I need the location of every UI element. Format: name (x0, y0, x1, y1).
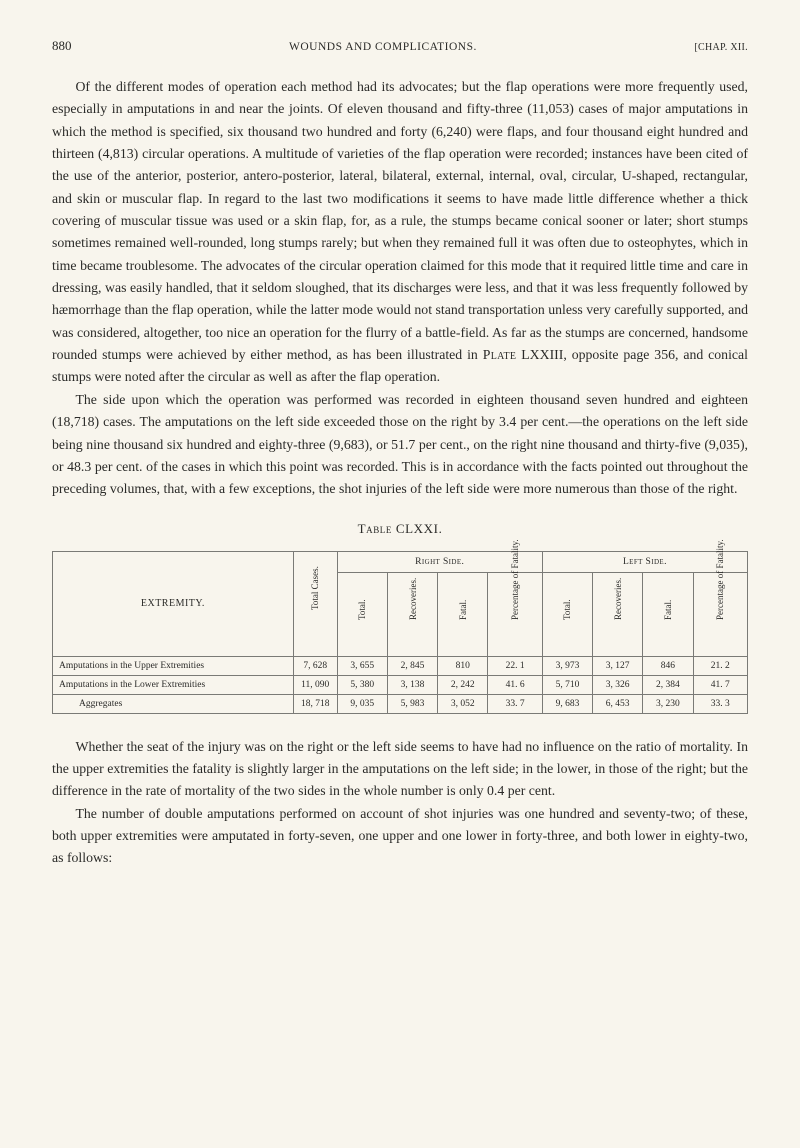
cell: 3, 127 (593, 656, 643, 675)
cell: 3, 973 (542, 656, 592, 675)
col-l-total: Total. (542, 572, 592, 656)
cell: 6, 453 (593, 694, 643, 713)
cell: 7, 628 (293, 656, 337, 675)
table-title: Table CLXXI. (52, 521, 748, 537)
cell: 9, 683 (542, 694, 592, 713)
cell: 33. 3 (693, 694, 747, 713)
running-head: WOUNDS AND COMPLICATIONS. (289, 41, 477, 53)
cell: 5, 710 (542, 675, 592, 694)
page-number: 880 (52, 38, 72, 54)
plate-ref: Plate (483, 347, 517, 362)
cell-label: Amputations in the Upper Extremities (53, 656, 294, 675)
cell: 3, 230 (643, 694, 693, 713)
col-l-fat: Fatal. (643, 572, 693, 656)
paragraph-2: The side upon which the operation was pe… (52, 389, 748, 501)
label: Recoveries. (613, 608, 623, 620)
cell: 22. 1 (488, 656, 542, 675)
col-total-cases-label: Total Cases. (310, 598, 320, 610)
label: Percentage of Fatality. (715, 608, 725, 620)
label: Percentage of Fatality. (510, 608, 520, 620)
cell: 3, 138 (387, 675, 437, 694)
cell: 5, 380 (337, 675, 387, 694)
col-r-pct: Percentage of Fatality. (488, 572, 542, 656)
cell-label: Aggregates (53, 694, 294, 713)
label: Recoveries. (408, 608, 418, 620)
plate-num: LXXIII, (516, 347, 571, 362)
paragraph-1: Of the different modes of operation each… (52, 76, 748, 389)
cell: 41. 6 (488, 675, 542, 694)
running-header: 880 WOUNDS AND COMPLICATIONS. [CHAP. XII… (52, 38, 748, 54)
cell: 18, 718 (293, 694, 337, 713)
table-header-row-1: EXTREMITY. Total Cases. Right Side. Left… (53, 551, 748, 572)
cell: 3, 655 (337, 656, 387, 675)
table-row-aggregate: Aggregates 18, 718 9, 035 5, 983 3, 052 … (53, 694, 748, 713)
cell: 2, 242 (438, 675, 488, 694)
cell: 2, 384 (643, 675, 693, 694)
paragraph-4: The number of double amputations perform… (52, 803, 748, 870)
label: Total. (562, 608, 572, 620)
body-text: Of the different modes of operation each… (52, 76, 748, 501)
cell: 5, 983 (387, 694, 437, 713)
cell: 11, 090 (293, 675, 337, 694)
cell: 2, 845 (387, 656, 437, 675)
cell-label: Amputations in the Lower Extremities (53, 675, 294, 694)
data-table: EXTREMITY. Total Cases. Right Side. Left… (52, 551, 748, 714)
col-l-rec: Recoveries. (593, 572, 643, 656)
p1-main: Of the different modes of operation each… (52, 79, 748, 362)
cell: 9, 035 (337, 694, 387, 713)
cell: 41. 7 (693, 675, 747, 694)
paragraph-3: Whether the seat of the injury was on th… (52, 736, 748, 803)
body-text-after-table: Whether the seat of the injury was on th… (52, 736, 748, 870)
col-total-cases: Total Cases. (293, 551, 337, 656)
table-row: Amputations in the Lower Extremities 11,… (53, 675, 748, 694)
col-l-pct: Percentage of Fatality. (693, 572, 747, 656)
label: Fatal. (663, 608, 673, 620)
col-extremity: EXTREMITY. (53, 551, 294, 656)
cell: 3, 326 (593, 675, 643, 694)
col-r-rec: Recoveries. (387, 572, 437, 656)
cell: 21. 2 (693, 656, 747, 675)
label: Total. (357, 608, 367, 620)
chapter-marker: [CHAP. XII. (694, 42, 748, 53)
cell: 3, 052 (438, 694, 488, 713)
cell: 810 (438, 656, 488, 675)
col-r-fat: Fatal. (438, 572, 488, 656)
cell: 846 (643, 656, 693, 675)
table-row: Amputations in the Upper Extremities 7, … (53, 656, 748, 675)
label: Fatal. (458, 608, 468, 620)
col-r-total: Total. (337, 572, 387, 656)
cell: 33. 7 (488, 694, 542, 713)
